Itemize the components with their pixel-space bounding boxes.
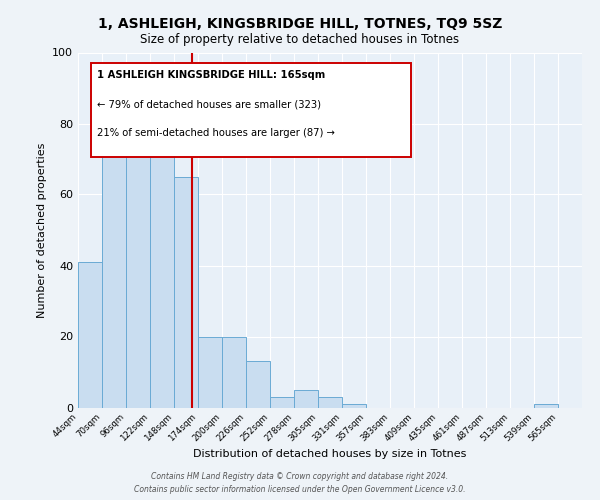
Bar: [222, 336, 246, 407]
Bar: [318, 397, 342, 407]
Text: Contains HM Land Registry data © Crown copyright and database right 2024.
Contai: Contains HM Land Registry data © Crown c…: [134, 472, 466, 494]
Text: Size of property relative to detached houses in Totnes: Size of property relative to detached ho…: [140, 32, 460, 46]
Bar: [126, 110, 150, 408]
Bar: [198, 336, 222, 407]
Text: ← 79% of detached houses are smaller (323): ← 79% of detached houses are smaller (32…: [97, 99, 320, 109]
Bar: [102, 134, 126, 407]
Bar: [174, 176, 198, 408]
Text: 1, ASHLEIGH, KINGSBRIDGE HILL, TOTNES, TQ9 5SZ: 1, ASHLEIGH, KINGSBRIDGE HILL, TOTNES, T…: [98, 18, 502, 32]
Bar: [294, 390, 318, 407]
Bar: [150, 110, 174, 408]
Bar: [534, 404, 558, 407]
Bar: [342, 404, 366, 407]
Text: 21% of semi-detached houses are larger (87) →: 21% of semi-detached houses are larger (…: [97, 128, 335, 138]
Y-axis label: Number of detached properties: Number of detached properties: [37, 142, 47, 318]
Bar: [78, 262, 102, 408]
Bar: [91, 63, 410, 157]
Text: 1 ASHLEIGH KINGSBRIDGE HILL: 165sqm: 1 ASHLEIGH KINGSBRIDGE HILL: 165sqm: [97, 70, 325, 80]
Bar: [246, 362, 270, 408]
X-axis label: Distribution of detached houses by size in Totnes: Distribution of detached houses by size …: [193, 449, 467, 459]
Bar: [270, 397, 294, 407]
